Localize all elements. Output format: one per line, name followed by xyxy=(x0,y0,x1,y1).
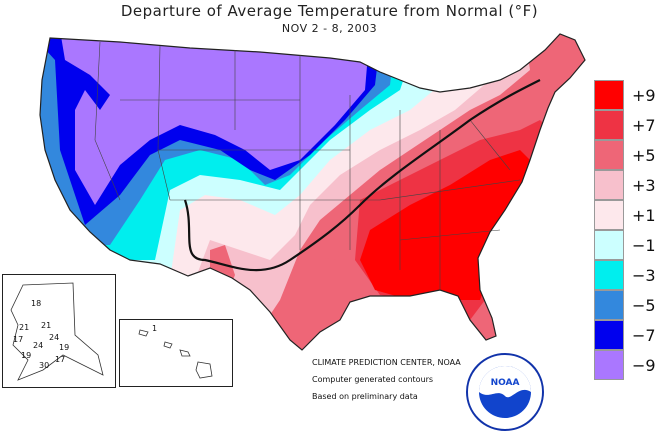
legend: +9 +7 +5 +3 +1 −1 −3 −5 −7 −9 xyxy=(594,80,656,380)
legend-label: −7 xyxy=(632,326,656,345)
noaa-logo-text: NOAA xyxy=(491,378,520,388)
alaska-outline xyxy=(10,282,104,381)
alaska-inset: 18 21 21 24 17 24 19 19 17 30 xyxy=(2,274,116,388)
legend-label: +3 xyxy=(632,176,656,195)
us-outline xyxy=(39,33,586,351)
hawaii-inset: 1 xyxy=(119,319,233,387)
legend-item-minus5: −5 xyxy=(594,290,656,320)
state-borders xyxy=(94,41,521,290)
credit-center: CLIMATE PREDICTION CENTER, NOAA xyxy=(312,358,461,367)
alaska-label: 19 xyxy=(59,343,70,352)
legend-item-plus5: +5 xyxy=(594,140,656,170)
legend-label: −3 xyxy=(632,266,656,285)
credit-line2: Based on preliminary data xyxy=(312,392,418,401)
noaa-logo-icon: NOAA xyxy=(466,353,544,431)
legend-label: −9 xyxy=(632,356,656,375)
hawaii-outline xyxy=(138,329,213,379)
legend-label: +9 xyxy=(632,86,656,105)
alaska-label: 21 xyxy=(41,321,52,330)
legend-item-plus3: +3 xyxy=(594,170,656,200)
legend-label: +5 xyxy=(632,146,656,165)
alaska-label: 24 xyxy=(33,341,44,350)
alaska-label: 17 xyxy=(13,335,24,344)
alaska-label: 21 xyxy=(19,323,30,332)
credit-line1: Computer generated contours xyxy=(312,375,434,384)
alaska-label: 30 xyxy=(39,361,50,370)
legend-item-minus1: −1 xyxy=(594,230,656,260)
hawaii-label: 1 xyxy=(152,324,158,333)
legend-item-minus7: −7 xyxy=(594,320,656,350)
alaska-label: 19 xyxy=(21,351,32,360)
legend-item-plus7: +7 xyxy=(594,110,656,140)
legend-label: −1 xyxy=(632,236,656,255)
legend-label: −5 xyxy=(632,296,656,315)
legend-label: +7 xyxy=(632,116,656,135)
zero-contour xyxy=(183,79,541,272)
alaska-label: 24 xyxy=(49,333,60,342)
legend-item-plus9: +9 xyxy=(594,80,656,110)
alaska-label: 17 xyxy=(55,355,66,364)
legend-label: +1 xyxy=(632,206,656,225)
map-title: Departure of Average Temperature from No… xyxy=(120,2,539,20)
legend-item-minus9: −9 xyxy=(594,350,656,380)
map-subtitle: NOV 2 - 8, 2003 xyxy=(281,22,378,35)
legend-item-minus3: −3 xyxy=(594,260,656,290)
legend-item-plus1: +1 xyxy=(594,200,656,230)
alaska-label: 18 xyxy=(31,299,42,308)
